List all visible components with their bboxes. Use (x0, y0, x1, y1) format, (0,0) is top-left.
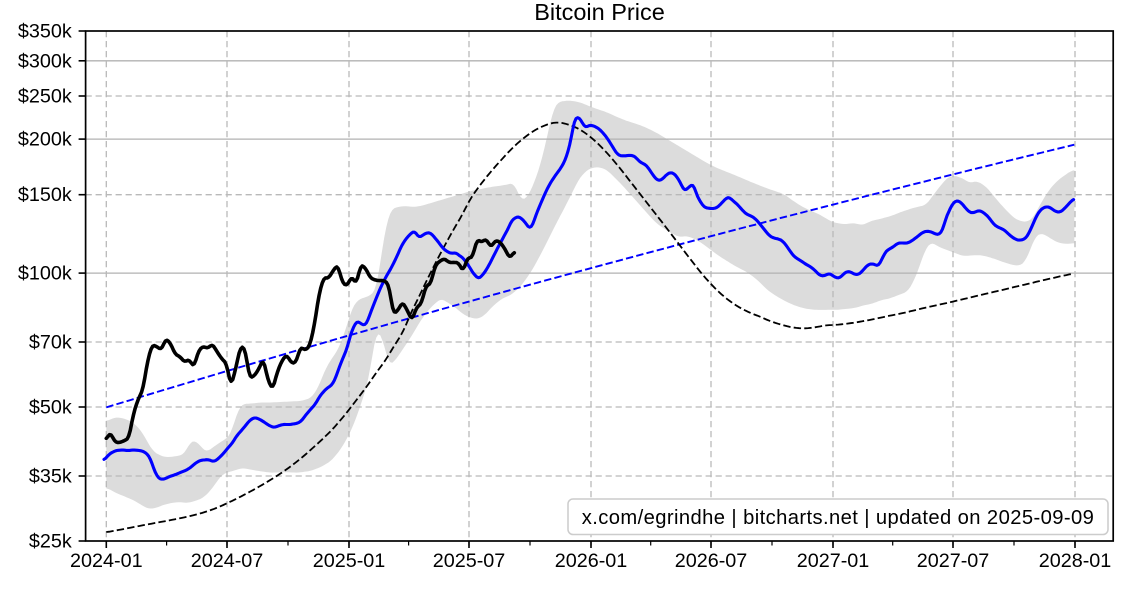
svg-text:x.com/egrindhe | bitcharts.net: x.com/egrindhe | bitcharts.net | updated… (582, 507, 1094, 529)
svg-text:2027-07: 2027-07 (917, 550, 990, 572)
svg-text:2025-07: 2025-07 (433, 550, 506, 572)
svg-text:2027-01: 2027-01 (797, 550, 870, 572)
svg-text:2026-01: 2026-01 (555, 550, 628, 572)
svg-text:$100k: $100k (18, 263, 72, 285)
svg-text:$50k: $50k (29, 397, 72, 419)
svg-text:$300k: $300k (18, 50, 72, 72)
svg-text:$250k: $250k (18, 86, 72, 108)
svg-text:$25k: $25k (29, 531, 72, 553)
svg-text:$350k: $350k (18, 21, 72, 43)
svg-text:2025-01: 2025-01 (313, 550, 386, 572)
svg-text:2024-01: 2024-01 (70, 550, 143, 572)
svg-text:$150k: $150k (18, 184, 72, 206)
svg-text:2026-07: 2026-07 (675, 550, 748, 572)
svg-text:$70k: $70k (29, 332, 72, 354)
svg-text:$35k: $35k (29, 466, 72, 488)
svg-text:Bitcoin Price: Bitcoin Price (534, 0, 665, 25)
svg-text:2028-01: 2028-01 (1039, 550, 1112, 572)
svg-text:2024-07: 2024-07 (191, 550, 264, 572)
svg-text:$200k: $200k (18, 129, 72, 151)
